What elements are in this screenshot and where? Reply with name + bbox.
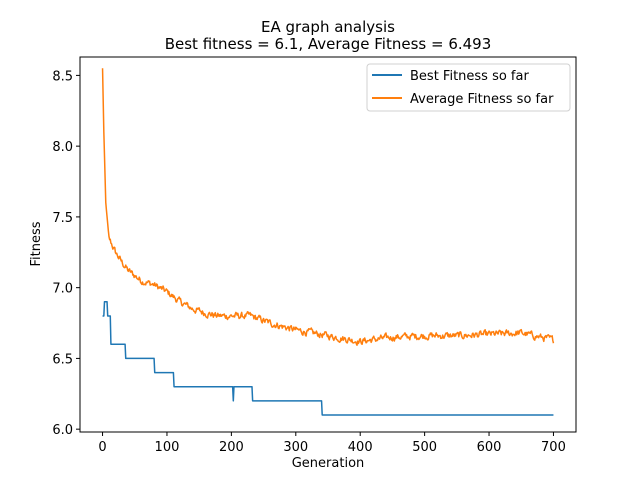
- axis-ticks: 0 100 200 300 400 500 600 700 6.0 6.5 7.0 7.5 8.0 8.5: [52, 69, 566, 455]
- x-tick-label: 0: [98, 440, 106, 455]
- y-axis-label: Fitness: [29, 221, 44, 266]
- x-tick-label: 300: [283, 440, 308, 455]
- chart-title-line1: EA graph analysis: [261, 18, 395, 36]
- legend-label-average: Average Fitness so far: [410, 92, 554, 107]
- x-axis-label: Generation: [292, 456, 365, 471]
- plot-frame: [79, 56, 577, 433]
- legend: Best Fitness so far Average Fitness so f…: [366, 63, 571, 112]
- y-tick-label: 7.0: [52, 282, 73, 297]
- x-tick-label: 200: [219, 440, 244, 455]
- x-tick-label: 600: [477, 440, 502, 455]
- x-tick-label: 100: [155, 440, 180, 455]
- plot-area: [79, 56, 577, 433]
- x-tick-label: 500: [412, 440, 437, 455]
- series-line-best-fitness: [102, 301, 554, 416]
- chart-title-line2: Best fitness = 6.1, Average Fitness = 6.…: [165, 35, 492, 53]
- legend-box: [366, 63, 571, 112]
- x-tick-label: 400: [348, 440, 373, 455]
- x-tick-label: 700: [541, 440, 566, 455]
- series-line-average-fitness: [101, 68, 555, 346]
- legend-label-best: Best Fitness so far: [410, 69, 529, 84]
- y-tick-label: 6.5: [52, 352, 73, 367]
- y-tick-label: 7.5: [52, 211, 73, 226]
- y-tick-label: 6.0: [52, 423, 73, 438]
- y-tick-label: 8.5: [52, 69, 73, 84]
- y-tick-label: 8.0: [52, 140, 73, 155]
